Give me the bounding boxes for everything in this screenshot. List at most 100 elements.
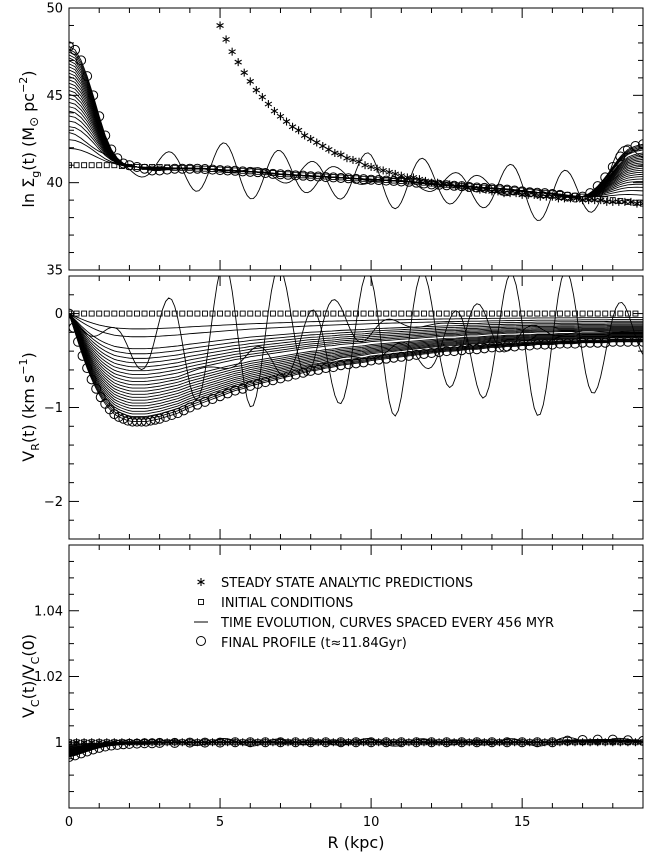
final-profile-point	[396, 351, 407, 362]
initial-condition-point	[96, 162, 103, 169]
final-profile-point	[69, 308, 74, 319]
initial-condition-point	[541, 310, 548, 317]
initial-condition-point	[526, 310, 533, 317]
final-profile-point	[139, 163, 150, 174]
steady-state-point	[450, 738, 458, 747]
final-profile-point	[418, 348, 429, 359]
ytick-label: 35	[46, 264, 63, 279]
initial-condition-point	[269, 170, 276, 177]
initial-condition-point	[473, 310, 480, 317]
steady-state-point	[420, 738, 428, 747]
initial-condition-point	[594, 310, 601, 317]
steady-state-point	[193, 738, 202, 747]
initial-condition-point	[156, 310, 163, 317]
initial-condition-point	[541, 189, 548, 196]
final-profile-point	[192, 163, 203, 174]
final-profile-point	[69, 41, 74, 52]
final-profile-point	[275, 169, 286, 180]
initial-condition-point	[307, 310, 314, 317]
evolution-curve	[69, 313, 643, 359]
initial-condition-point	[549, 310, 556, 317]
final-profile-point	[539, 188, 550, 199]
final-profile-point	[320, 737, 331, 748]
legend-label-steady-state: STEADY STATE ANALYTIC PREDICTIONS	[221, 576, 473, 591]
steady-state-point	[264, 100, 273, 109]
initial-condition-point	[428, 180, 435, 187]
steady-state-point	[87, 738, 96, 747]
evolution-curve	[69, 313, 643, 395]
steady-state-point	[69, 738, 73, 747]
final-profile-point	[298, 170, 309, 181]
initial-condition-point	[360, 175, 367, 182]
final-profile-point	[73, 336, 84, 347]
panel-middle-time-evolution-curves	[69, 276, 643, 423]
initial-condition-point	[194, 165, 201, 172]
steady-state-point	[609, 738, 617, 747]
ytick-label: 1.02	[34, 670, 63, 685]
final-profile-point	[100, 741, 111, 752]
initial-condition-point	[640, 200, 643, 207]
final-profile-point	[106, 144, 117, 155]
final-profile-point	[411, 177, 422, 188]
initial-condition-point	[488, 310, 495, 317]
steady-state-point	[80, 738, 88, 747]
initial-condition-point	[134, 310, 140, 317]
final-profile-point	[184, 402, 195, 413]
final-profile-point	[124, 160, 135, 171]
initial-condition-point	[209, 166, 216, 172]
initial-condition-point	[587, 310, 594, 317]
final-profile-point	[471, 737, 482, 748]
initial-condition-point	[300, 310, 307, 317]
xtick-label: 15	[514, 815, 531, 830]
final-profile-point	[366, 737, 377, 748]
final-profile-point	[607, 161, 618, 172]
panel-bottom-series	[69, 734, 643, 763]
steady-state-point	[246, 738, 255, 747]
initial-condition-point	[141, 310, 148, 317]
initial-condition-point	[111, 310, 118, 317]
final-profile-point	[70, 750, 81, 761]
initial-condition-point	[451, 182, 458, 189]
ytick-label: 1.04	[34, 604, 63, 619]
steady-state-point	[639, 738, 643, 747]
final-profile-point	[426, 348, 437, 359]
final-profile-point	[335, 172, 346, 183]
initial-condition-point	[519, 310, 526, 317]
steady-state-point	[367, 162, 375, 171]
legend-star-glyph	[197, 578, 205, 586]
final-profile-point	[166, 410, 177, 421]
steady-state-point	[563, 738, 572, 747]
initial-condition-point	[186, 164, 193, 171]
initial-condition-point	[451, 310, 458, 317]
xtick-label: 5	[216, 815, 224, 830]
initial-condition-point	[224, 167, 231, 174]
legend-label-initial: INITIAL CONDITIONS	[221, 596, 353, 611]
initial-condition-point	[375, 176, 382, 183]
initial-condition-point	[337, 174, 344, 181]
legend-item-steady-state: STEADY STATE ANALYTIC PREDICTIONS	[197, 576, 473, 591]
initial-condition-point	[292, 171, 299, 178]
final-profile-point	[245, 380, 256, 391]
steady-state-point	[170, 738, 179, 747]
xtick-label: 10	[363, 815, 380, 830]
initial-condition-point	[209, 310, 216, 317]
final-profile-point	[615, 151, 626, 162]
steady-state-point	[269, 738, 277, 747]
initial-condition-point	[300, 172, 307, 179]
initial-condition-point	[69, 310, 72, 317]
initial-condition-point	[171, 164, 178, 171]
final-profile-point	[69, 322, 79, 333]
steady-state-point	[208, 738, 217, 747]
initial-condition-point	[375, 310, 382, 317]
steady-state-point	[586, 738, 594, 747]
initial-condition-point	[534, 310, 541, 317]
evolution-curve	[69, 313, 643, 389]
final-profile-point	[70, 44, 81, 55]
initial-condition-point	[277, 310, 284, 317]
evolution-curve	[69, 57, 643, 198]
steady-state-point	[374, 738, 383, 747]
initial-condition-point	[171, 310, 178, 317]
panel-surface-density: 35 40 45 50 ln Σg(t) (M⊙pc−2)	[17, 2, 644, 279]
evolution-curve	[69, 313, 643, 392]
final-profile-point	[86, 374, 97, 385]
